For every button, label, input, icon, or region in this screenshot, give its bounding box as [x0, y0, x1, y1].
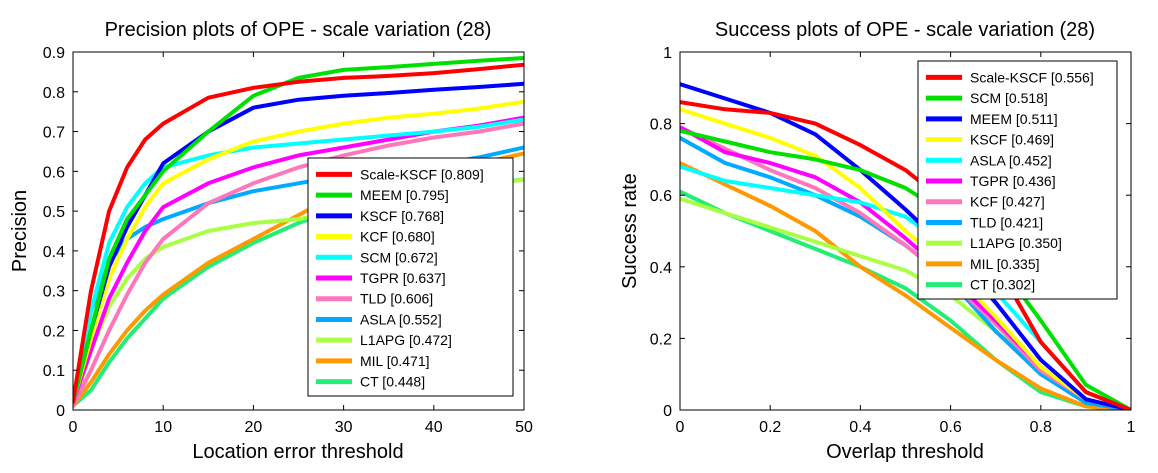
y-tick-label: 0.9 — [43, 45, 65, 62]
legend-label-8: L1APG [0.472] — [360, 332, 452, 348]
legend-label-1: SCM [0.518] — [970, 90, 1048, 106]
x-axis-label: Overlap threshold — [826, 441, 984, 463]
x-tick-label: 0.2 — [759, 419, 781, 436]
y-tick-label: 0.2 — [650, 331, 672, 348]
legend-label-5: TGPR [0.637] — [360, 270, 446, 286]
legend-label-5: TGPR [0.436] — [970, 173, 1056, 189]
chart-title: Precision plots of OPE - scale variation… — [105, 19, 492, 41]
legend-label-7: TLD [0.421] — [970, 214, 1043, 230]
x-tick-label: 30 — [335, 419, 353, 436]
x-tick-label: 0 — [676, 419, 685, 436]
axes-box — [679, 51, 1132, 411]
y-tick-label: 0.8 — [650, 117, 672, 134]
series-group — [73, 56, 524, 408]
y-tick-label: 0.8 — [43, 85, 65, 102]
series-line-0 — [73, 62, 524, 404]
chart-title: Success plots of OPE - scale variation (… — [715, 19, 1095, 41]
series-group — [680, 82, 1131, 410]
legend-label-4: ASLA [0.452] — [970, 152, 1052, 168]
legend-label-10: CT [0.302] — [970, 277, 1035, 293]
y-tick-label: 0.6 — [650, 188, 672, 205]
series-line-1 — [680, 128, 1131, 410]
x-tick-label: 0 — [69, 419, 78, 436]
y-tick-label: 0.7 — [43, 125, 65, 142]
legend-label-8: L1APG [0.350] — [970, 235, 1062, 251]
legend: Scale-KSCF [0.556] SCM [0.518] MEEM [0.511… — [917, 60, 1118, 300]
x-axis-label: Location error threshold — [192, 441, 403, 463]
series-line-9 — [680, 161, 1131, 410]
x-tick-label: 10 — [154, 419, 172, 436]
y-tick-label: 0 — [56, 403, 65, 420]
y-tick-label: 0.4 — [650, 260, 672, 277]
y-tick-label: 0.6 — [43, 164, 65, 181]
legend-label-7: ASLA [0.552] — [360, 311, 442, 327]
legend-label-6: KCF [0.427] — [970, 194, 1045, 210]
y-tick-label: 0.4 — [43, 244, 65, 261]
legend-label-10: CT [0.448] — [360, 374, 425, 390]
x-tick-label: 40 — [425, 419, 443, 436]
series-line-3 — [680, 107, 1131, 410]
y-tick-label: 0.5 — [43, 204, 65, 221]
legend-label-0: Scale-KSCF [0.809] — [360, 166, 484, 182]
success-chart: Success plots of OPE - scale variation (… — [619, 19, 1136, 463]
series-line-6 — [73, 121, 524, 408]
legend-label-4: SCM [0.672] — [360, 249, 438, 265]
y-tick-label: 0 — [663, 403, 672, 420]
series-line-2 — [73, 81, 524, 404]
legend-label-0: Scale-KSCF [0.556] — [970, 69, 1094, 85]
y-tick-label: 1 — [663, 45, 672, 62]
legend-label-1: MEEM [0.795] — [360, 187, 449, 203]
legend-label-3: KSCF [0.469] — [970, 132, 1054, 148]
y-axis-label: Precision — [9, 190, 31, 272]
series-line-2 — [680, 82, 1131, 410]
x-tick-label: 0.6 — [939, 419, 961, 436]
legend-label-2: KSCF [0.768] — [360, 208, 444, 224]
legend-label-2: MEEM [0.511] — [970, 111, 1058, 127]
series-line-3 — [73, 99, 524, 404]
y-tick-label: 0.2 — [43, 323, 65, 340]
y-axis-label: Success rate — [619, 173, 641, 289]
series-line-10 — [680, 189, 1131, 410]
x-tick-label: 50 — [515, 419, 533, 436]
x-tick-label: 0.8 — [1030, 419, 1052, 436]
legend-label-9: MIL [0.335] — [970, 256, 1040, 272]
axes-box — [72, 51, 525, 411]
legend-label-6: TLD [0.606] — [360, 291, 433, 307]
series-line-1 — [73, 56, 524, 404]
x-tick-label: 0.4 — [849, 419, 871, 436]
precision-chart: Precision plots of OPE - scale variation… — [9, 19, 533, 463]
legend-label-9: MIL [0.471] — [360, 353, 430, 369]
legend: Scale-KSCF [0.809] MEEM [0.795] KSCF [0.76… — [307, 157, 514, 397]
legend-label-3: KCF [0.680] — [360, 229, 435, 245]
y-tick-label: 0.1 — [43, 363, 65, 380]
x-tick-label: 20 — [245, 419, 263, 436]
y-tick-label: 0.3 — [43, 284, 65, 301]
series-line-0 — [680, 100, 1131, 410]
x-tick-label: 1 — [1127, 419, 1136, 436]
